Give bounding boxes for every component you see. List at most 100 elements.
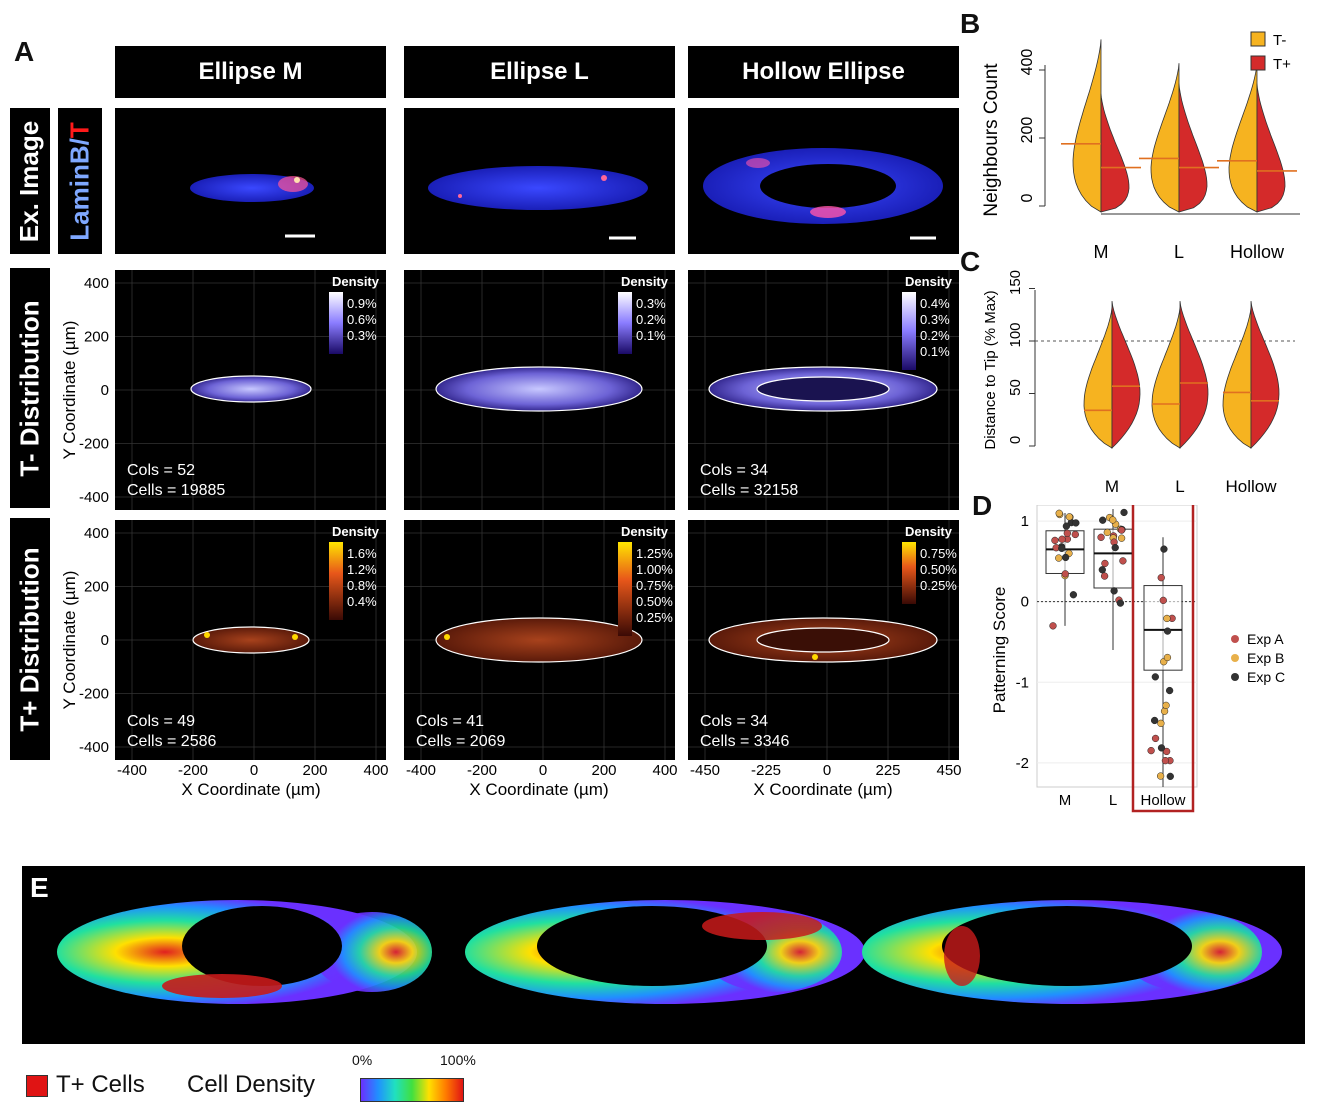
panel-letter-a: A (14, 36, 35, 67)
x-tick-label: -200 (467, 762, 497, 779)
chart-d-point (1160, 545, 1168, 553)
chart-d-ylabel: Patterning Score (990, 587, 1009, 714)
chart-d-point (1049, 622, 1057, 630)
tplus-l-cells: Cells = 2069 (416, 733, 505, 750)
chart-b-ytick-label: 0 (1019, 193, 1036, 202)
tplus-cells-swatch (26, 1075, 48, 1097)
density-legend-title: Density (905, 274, 953, 289)
chart-d-point (1110, 587, 1118, 595)
chart-d-point (1103, 528, 1111, 537)
cell-density-label: Cell Density (187, 1071, 316, 1098)
chart-b-violin-tplus (1256, 83, 1286, 213)
chart-b-violin-tminus (1228, 63, 1258, 213)
chart-d-hollow-highlight (1131, 505, 1195, 813)
chart-d-legend-a: Exp A (1247, 631, 1284, 647)
chart-d-point (1159, 596, 1167, 605)
chart-c-violin-tplus (1250, 301, 1280, 449)
chart-d-ytick-label: -1 (1016, 674, 1029, 691)
chart-b-legend-tplus: T+ (1273, 56, 1291, 73)
chart-c-ytick-label: 0 (1007, 436, 1024, 444)
density-legend-bar (902, 292, 916, 370)
chart-d-point (1055, 554, 1063, 562)
density-legend-label: 0.3% (347, 328, 377, 343)
x-tick-label: 225 (875, 762, 900, 779)
chart-d-point (1069, 591, 1078, 599)
chart-b-category-label: M (1094, 242, 1109, 262)
tplus-cells-label: T+ Cells (56, 1071, 145, 1098)
chart-d-legend-c: Exp C (1247, 669, 1285, 685)
colorbar-max-label: 100% (440, 1052, 476, 1068)
colorbar-min-label: 0% (352, 1052, 373, 1068)
chart-d-point (1101, 559, 1109, 568)
chart-b-violin-tminus (1150, 63, 1180, 213)
chart-d-point (1097, 533, 1105, 541)
x-tick-label: -225 (751, 762, 781, 779)
x-tick-label: 0 (823, 762, 831, 779)
chart-c-violin-tminus (1083, 307, 1113, 449)
chart-d-point (1151, 734, 1160, 743)
chart-b-violin-tplus (1100, 93, 1130, 213)
chart-d-point (1051, 536, 1059, 545)
chart-d-point (1109, 516, 1117, 524)
cell-density-colorbar (360, 1078, 464, 1102)
y-tick-label: 0 (101, 632, 109, 649)
density-legend-bar (329, 292, 343, 354)
chart-d-patterning: Patterning Score 1 0 -1 -2 M L Hollow Exp A Ex… (990, 505, 1285, 813)
density-legend-label: 0.4% (920, 296, 950, 311)
chart-d-point (1162, 701, 1170, 710)
x-tick-label: -400 (406, 762, 436, 779)
tplus-ellipse-l-shape (435, 617, 643, 663)
y-tick-label: -400 (79, 739, 109, 756)
y-tick-label: -400 (79, 489, 109, 506)
density-legend-label: 0.25% (920, 578, 957, 593)
x-tick-label: 200 (302, 762, 327, 779)
chart-b-neighbours: Neighbours Count 0 200 400 M L Hollow T- T+ (981, 31, 1300, 262)
tplus-hollow-cols: Cols = 34 (700, 713, 768, 730)
x-tick-label: 0 (539, 762, 547, 779)
y-tick-label: 0 (101, 382, 109, 399)
panel-letter-e: E (30, 872, 49, 903)
chart-d-point (1157, 744, 1166, 752)
chart-d-point (1165, 686, 1174, 695)
chart-d-point (1119, 557, 1127, 565)
x-tick-label: 450 (936, 762, 961, 779)
x-axis-label-m: X Coordinate (µm) (181, 780, 320, 799)
chart-c-ytick-label: 150 (1007, 270, 1024, 295)
y-tick-label: 200 (84, 579, 109, 596)
chart-d-point (1163, 627, 1172, 635)
y-tick-label: 400 (84, 525, 109, 542)
density-legend-label: 1.00% (636, 562, 673, 577)
y-tick-label: 200 (84, 329, 109, 346)
chart-d-ytick-label: 0 (1021, 594, 1029, 611)
panel-e-ellipse-1 (57, 900, 432, 1004)
chart-d-point (1120, 508, 1128, 517)
density-legend-label: 0.25% (636, 610, 673, 625)
chart-d-point (1111, 543, 1119, 552)
chart-d-point (1116, 599, 1125, 607)
y-tick-label: 400 (84, 275, 109, 292)
chart-d-ytick-label: 1 (1021, 513, 1029, 530)
y-tick-label: -200 (79, 436, 109, 453)
tminus-hollow-cells: Cells = 32158 (700, 482, 798, 499)
x-tick-label: -200 (178, 762, 208, 779)
chart-d-point (1099, 516, 1107, 524)
example-image-ellipse-m (115, 108, 386, 254)
column-header-ellipse-m: Ellipse M (115, 46, 386, 98)
chart-d-point (1098, 566, 1106, 574)
chart-d-point (1161, 756, 1170, 765)
chart-b-ytick-label: 200 (1019, 117, 1036, 144)
chart-b-category-label: L (1174, 242, 1184, 262)
chart-b-violin-tminus (1072, 39, 1102, 213)
chart-d-point (1147, 746, 1155, 755)
x-tick-label: 400 (652, 762, 677, 779)
chart-d-legend-b: Exp B (1247, 650, 1284, 666)
chart-d-ytick-label: -2 (1016, 755, 1029, 772)
column-header-hollow-ellipse: Hollow Ellipse (688, 46, 959, 98)
panel-e-ellipse-2 (465, 900, 865, 1004)
chart-d-point (1117, 534, 1126, 542)
chart-d-point (1055, 509, 1063, 517)
chart-d-point (1061, 553, 1070, 562)
density-legend-bar (618, 292, 632, 354)
density-legend-label: 0.75% (920, 546, 957, 561)
chart-d-point (1166, 772, 1174, 781)
